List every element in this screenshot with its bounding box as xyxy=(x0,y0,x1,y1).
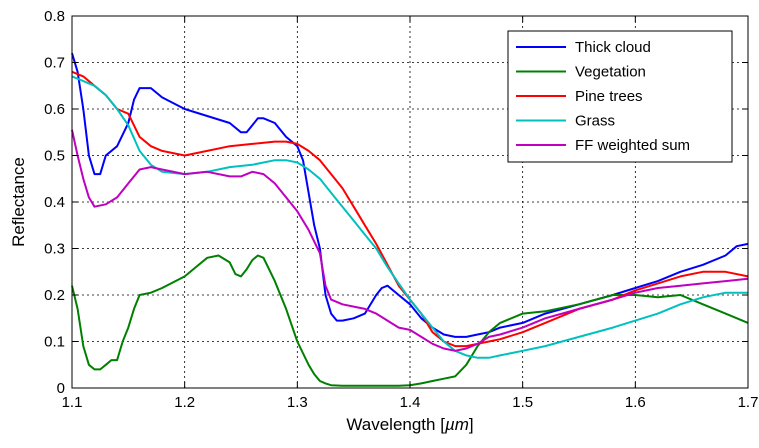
y-tick-label: 0.1 xyxy=(44,334,65,351)
legend-entry-pine-trees: Pine trees xyxy=(516,88,643,105)
legend-label: Grass xyxy=(575,113,615,130)
y-tick-label: 0.5 xyxy=(44,148,65,165)
y-tick-label: 0 xyxy=(57,380,65,397)
legend-label: Pine trees xyxy=(575,88,643,105)
legend-entry-vegetation: Vegetation xyxy=(516,64,646,81)
legend-label: FF weighted sum xyxy=(575,137,690,154)
y-tick-label: 0.2 xyxy=(44,287,65,304)
tick-marks xyxy=(71,15,749,389)
legend-entry-thick-cloud: Thick cloud xyxy=(516,39,651,56)
legend-label: Thick cloud xyxy=(575,39,651,56)
legend: Thick cloud Vegetation Pine trees Grass FF w… xyxy=(507,30,733,163)
y-tick-label: 0.8 xyxy=(44,8,65,25)
y-tick-labels: 0 0.1 0.2 0.3 0.4 0.5 0.6 0.7 0.8 xyxy=(44,8,65,397)
legend-items: Thick cloud Vegetation Pine trees Grass FF w… xyxy=(516,39,690,154)
y-tick-label: 0.4 xyxy=(44,194,65,211)
x-axis-label-unit: µm xyxy=(444,415,469,434)
x-tick-label: 1.3 xyxy=(287,394,308,411)
y-tick-label: 0.6 xyxy=(44,101,65,118)
series-line-thick-cloud xyxy=(71,52,749,338)
series-line-ff-weighted-sum xyxy=(71,129,749,352)
legend-label: Vegetation xyxy=(575,64,646,81)
x-axis-label-prefix: Wavelength [ xyxy=(346,415,445,434)
x-axis-label: Wavelength [µm] xyxy=(346,415,473,434)
x-tick-label: 1.7 xyxy=(738,394,759,411)
x-tick-label: 1.1 xyxy=(62,394,83,411)
x-tick-label: 1.6 xyxy=(625,394,646,411)
series-line-vegetation xyxy=(71,254,749,387)
x-tick-label: 1.2 xyxy=(174,394,195,411)
legend-entry-grass: Grass xyxy=(516,113,615,130)
x-tick-label: 1.4 xyxy=(400,394,421,411)
x-tick-labels: 1.1 1.2 1.3 1.4 1.5 1.6 1.7 xyxy=(62,394,759,411)
y-tick-label: 0.3 xyxy=(44,241,65,258)
series-group xyxy=(71,52,749,387)
y-axis-label: Reflectance xyxy=(9,157,28,247)
x-tick-label: 1.5 xyxy=(512,394,533,411)
legend-entry-ff-weighted-sum: FF weighted sum xyxy=(516,137,690,154)
y-tick-label: 0.7 xyxy=(44,55,65,72)
x-axis-label-suffix: ] xyxy=(469,415,474,434)
series-line-grass xyxy=(71,75,748,359)
